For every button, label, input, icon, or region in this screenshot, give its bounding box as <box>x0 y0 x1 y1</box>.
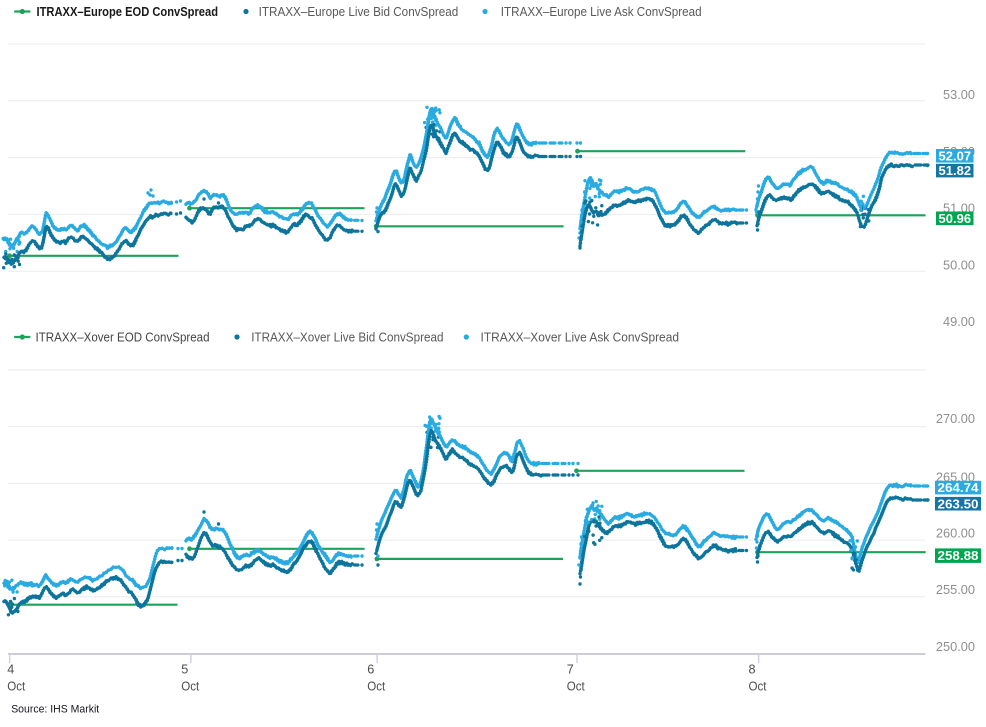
svg-text:ITRAXX–Europe EOD ConvSpread: ITRAXX–Europe EOD ConvSpread <box>37 4 219 19</box>
svg-text:ITRAXX–Xover EOD ConvSpread: ITRAXX–Xover EOD ConvSpread <box>36 330 210 345</box>
svg-text:51.82: 51.82 <box>939 163 972 178</box>
svg-text:ITRAXX–Europe Live Ask ConvSpr: ITRAXX–Europe Live Ask ConvSpread <box>501 4 702 19</box>
svg-text:258.88: 258.88 <box>938 548 979 563</box>
svg-text:6: 6 <box>367 662 374 676</box>
svg-text:8: 8 <box>749 662 756 676</box>
svg-text:50.96: 50.96 <box>939 211 972 226</box>
svg-text:260.00: 260.00 <box>936 525 975 540</box>
svg-text:Source: IHS Markit: Source: IHS Markit <box>11 704 100 716</box>
svg-text:Oct: Oct <box>7 679 25 693</box>
svg-text:ITRAXX–Europe Live Bid ConvSpr: ITRAXX–Europe Live Bid ConvSpread <box>259 4 459 19</box>
svg-text:Oct: Oct <box>567 679 585 693</box>
svg-text:ITRAXX–Xover Live Bid ConvSpre: ITRAXX–Xover Live Bid ConvSpread <box>251 330 443 345</box>
svg-text:270.00: 270.00 <box>936 411 975 426</box>
svg-text:263.50: 263.50 <box>938 496 979 511</box>
svg-text:5: 5 <box>181 662 188 676</box>
svg-text:Oct: Oct <box>367 679 385 693</box>
svg-text:264.74: 264.74 <box>938 480 980 495</box>
svg-text:265.00: 265.00 <box>936 470 975 485</box>
svg-text:Oct: Oct <box>181 679 199 693</box>
svg-text:49.00: 49.00 <box>943 314 975 329</box>
svg-text:7: 7 <box>567 662 574 676</box>
svg-text:52.07: 52.07 <box>939 148 972 163</box>
svg-text:250.00: 250.00 <box>936 639 975 654</box>
svg-text:50.00: 50.00 <box>943 257 975 272</box>
svg-text:ITRAXX–Xover Live Ask ConvSpre: ITRAXX–Xover Live Ask ConvSpread <box>481 330 680 345</box>
svg-text:255.00: 255.00 <box>936 582 975 597</box>
svg-text:53.00: 53.00 <box>943 87 975 102</box>
svg-text:4: 4 <box>7 662 14 676</box>
svg-text:Oct: Oct <box>749 679 767 693</box>
